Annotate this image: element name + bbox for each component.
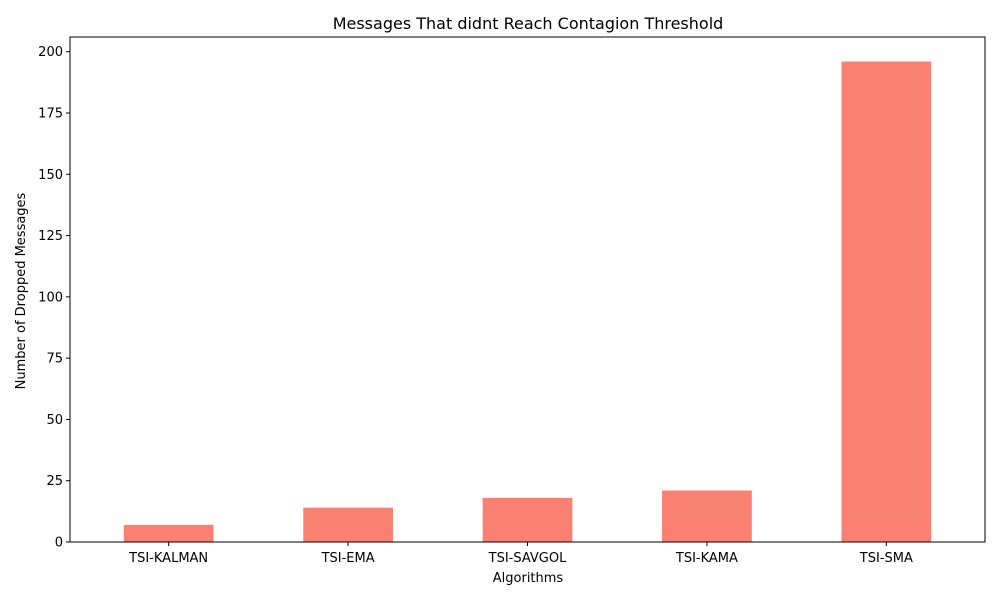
y-axis-label: Number of Dropped Messages: [14, 192, 29, 389]
y-tick-label: 125: [38, 229, 63, 244]
y-tick-label: 25: [46, 474, 63, 489]
y-tick-label: 200: [38, 45, 63, 60]
plot-frame: [69, 36, 986, 543]
y-tick-label: 175: [38, 106, 63, 121]
y-tick-label: 150: [38, 168, 63, 183]
y-tick-label: 0: [55, 536, 63, 551]
plot-area: TSI-KALMAN TSI-EMA TSI-SAVGOL TSI-KAMA TSI-S…: [38, 36, 986, 566]
y-tick-label: 100: [38, 290, 63, 305]
bar-tsi-savgol: [482, 497, 573, 542]
y-tick-label: 75: [46, 352, 63, 367]
bar-tsi-kalman: [123, 524, 214, 542]
x-tick-label: TSI-KALMAN: [128, 551, 208, 566]
x-tick-label: TSI-EMA: [321, 551, 375, 566]
y-tick-label: 50: [46, 413, 63, 428]
bar-tsi-kama: [662, 490, 752, 542]
chart-title: Messages That didnt Reach Contagion Thre…: [333, 14, 724, 33]
x-tick-label: TSI-SAVGOL: [488, 551, 567, 566]
bar-tsi-ema: [303, 507, 393, 542]
bar-tsi-sma: [841, 61, 932, 542]
x-axis-label: Algorithms: [493, 571, 564, 586]
x-tick-label: TSI-SMA: [859, 551, 913, 566]
x-tick-label: TSI-KAMA: [675, 551, 738, 566]
